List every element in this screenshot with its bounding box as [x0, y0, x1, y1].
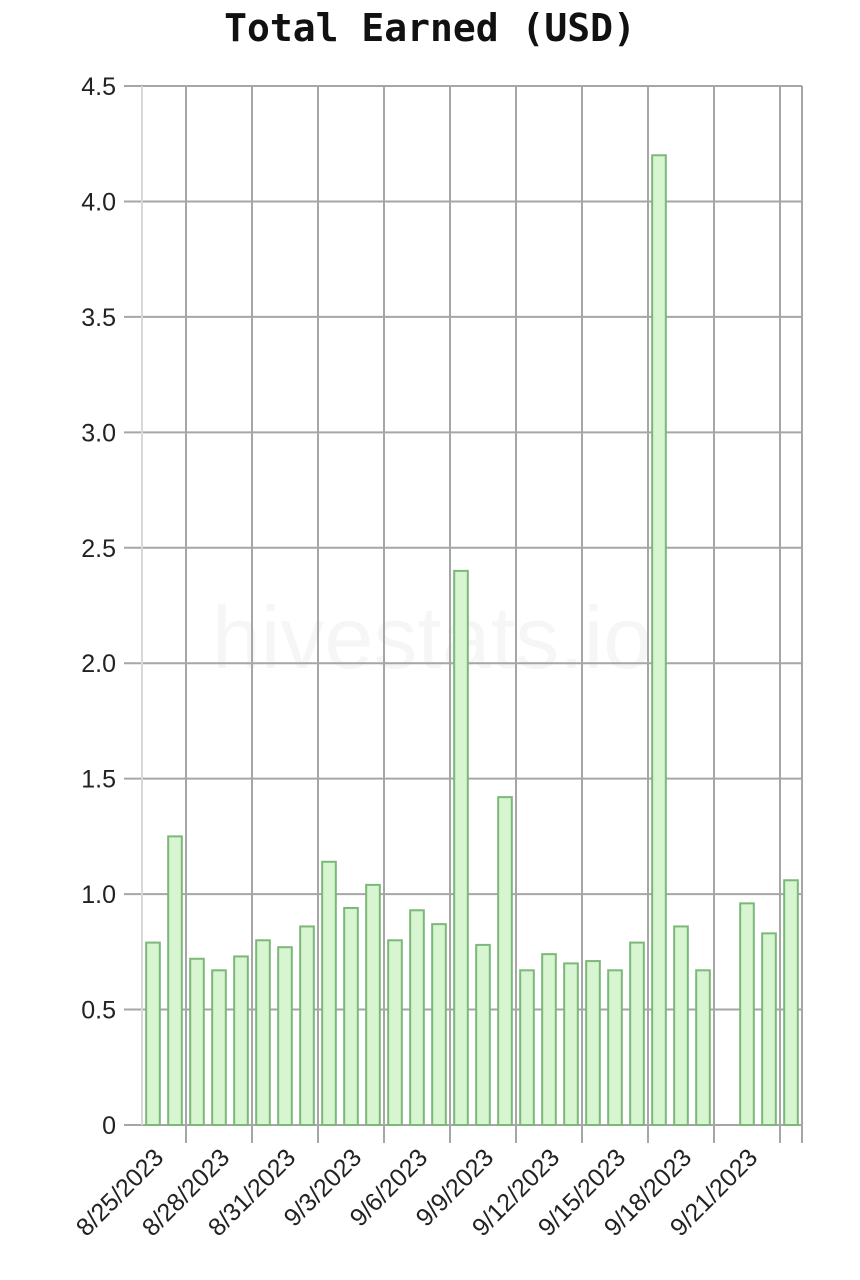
bar [585, 960, 601, 1127]
bar [145, 941, 161, 1126]
bar [607, 969, 623, 1126]
bar [211, 969, 227, 1126]
chart-title: Total Earned (USD) [224, 6, 636, 50]
bar [651, 154, 667, 1126]
y-tick-label: 3.5 [81, 304, 116, 332]
y-tick-label: 2.0 [81, 650, 116, 678]
bar [541, 953, 557, 1126]
y-tick-label: 0.5 [81, 997, 116, 1025]
y-tick-label: 2.5 [81, 535, 116, 563]
watermark: hivestats.io [212, 588, 652, 687]
bar [299, 925, 315, 1126]
bar [563, 962, 579, 1127]
bar [475, 943, 491, 1127]
bar [695, 969, 711, 1126]
grid-vertical [141, 86, 803, 1143]
y-tick-label: 4.0 [81, 188, 116, 216]
bar [409, 909, 425, 1126]
y-tick-label: 1.0 [81, 881, 116, 909]
bar [277, 946, 293, 1127]
bar [497, 796, 513, 1126]
bar [783, 879, 799, 1126]
bar [739, 902, 755, 1127]
x-axis: 8/25/20238/28/20238/31/20239/3/20239/6/2… [71, 1143, 763, 1241]
y-tick-label: 4.5 [81, 73, 116, 101]
y-tick-label: 0 [102, 1112, 116, 1140]
bar [321, 860, 337, 1127]
bar [233, 955, 249, 1126]
bar [387, 939, 403, 1126]
bar [629, 941, 645, 1126]
y-axis: 0 0.5 1.0 1.5 2.0 2.5 3.0 3.5 4.0 4.5 [81, 73, 116, 1140]
bars [145, 154, 799, 1127]
bar [761, 932, 777, 1127]
bar [453, 569, 469, 1126]
y-tick-label: 1.5 [81, 766, 116, 794]
bar [343, 906, 359, 1126]
bar [519, 969, 535, 1126]
bar [255, 939, 271, 1126]
bar [431, 923, 447, 1126]
bar [365, 883, 381, 1126]
y-tick-label: 3.0 [81, 419, 116, 447]
bar [167, 835, 183, 1127]
bar [189, 957, 205, 1127]
bar [673, 925, 689, 1126]
